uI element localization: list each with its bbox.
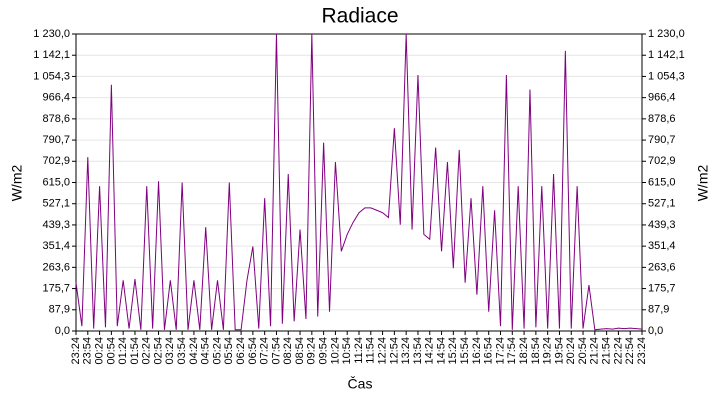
x-tick-label: 07:54 bbox=[270, 337, 282, 365]
y-tick-label: 263,6 bbox=[42, 261, 70, 273]
y2-tick-label: 966,4 bbox=[648, 92, 676, 104]
x-tick-label: 05:54 bbox=[223, 337, 235, 365]
x-tick-label: 04:24 bbox=[188, 337, 200, 365]
x-tick-label: 16:24 bbox=[471, 337, 483, 365]
x-tick-label: 06:54 bbox=[247, 337, 259, 365]
x-tick-label: 23:24 bbox=[70, 337, 82, 365]
y2-tick-label: 790,7 bbox=[648, 134, 676, 146]
x-tick-label: 14:24 bbox=[424, 337, 436, 365]
x-tick-label: 18:54 bbox=[530, 337, 542, 365]
y-tick-label: 1 142,1 bbox=[33, 49, 70, 61]
x-tick-label: 21:54 bbox=[601, 337, 613, 365]
y-tick-label: 966,4 bbox=[42, 92, 70, 104]
x-tick-label: 10:54 bbox=[341, 337, 353, 365]
x-tick-label: 15:24 bbox=[447, 337, 459, 365]
x-tick-label: 23:24 bbox=[636, 337, 648, 365]
x-tick-label: 06:24 bbox=[235, 337, 247, 365]
x-tick-label: 00:54 bbox=[105, 337, 117, 365]
x-tick-label: 11:24 bbox=[353, 337, 365, 364]
y-axis-label: W/m2 bbox=[9, 165, 25, 202]
y-tick-label: 0,0 bbox=[55, 325, 70, 337]
x-tick-label: 08:54 bbox=[294, 337, 306, 365]
y2-tick-label: 702,9 bbox=[648, 155, 676, 167]
y2-tick-label: 1 142,1 bbox=[648, 49, 685, 61]
x-tick-label: 20:24 bbox=[565, 337, 577, 365]
y2-tick-label: 878,6 bbox=[648, 113, 676, 125]
y2-tick-label: 87,9 bbox=[648, 304, 669, 316]
y-tick-label: 439,3 bbox=[42, 219, 70, 231]
x-tick-label: 01:24 bbox=[117, 337, 129, 365]
y-tick-label: 351,4 bbox=[42, 240, 70, 252]
x-tick-label: 23:54 bbox=[82, 337, 94, 365]
x-tick-label: 12:24 bbox=[376, 337, 388, 365]
y2-tick-label: 263,6 bbox=[648, 261, 676, 273]
x-tick-label: 13:24 bbox=[400, 337, 412, 365]
y2-tick-label: 439,3 bbox=[648, 219, 676, 231]
x-tick-label: 15:54 bbox=[459, 337, 471, 365]
y-tick-label: 87,9 bbox=[49, 304, 70, 316]
x-tick-label: 05:24 bbox=[211, 337, 223, 365]
x-tick-label: 08:24 bbox=[282, 337, 294, 365]
y2-tick-label: 351,4 bbox=[648, 240, 676, 252]
y2-axis-label: W/m2 bbox=[695, 165, 711, 202]
data-line bbox=[75, 33, 643, 331]
x-tick-label: 03:54 bbox=[176, 337, 188, 365]
y-tick-label: 527,1 bbox=[42, 198, 70, 210]
x-tick-label: 02:54 bbox=[152, 337, 164, 365]
y2-tick-label: 0,0 bbox=[648, 325, 663, 337]
x-tick-label: 02:24 bbox=[141, 337, 153, 365]
x-tick-label: 00:24 bbox=[93, 337, 105, 365]
x-tick-label: 16:54 bbox=[483, 337, 495, 365]
y2-tick-label: 527,1 bbox=[648, 198, 676, 210]
x-tick-label: 21:24 bbox=[589, 337, 601, 365]
x-tick-label: 19:24 bbox=[542, 337, 554, 365]
x-tick-label: 22:24 bbox=[612, 337, 624, 365]
y2-tick-label: 1 054,3 bbox=[648, 70, 685, 82]
x-tick-label: 03:24 bbox=[164, 337, 176, 365]
x-tick-label: 09:24 bbox=[306, 337, 318, 365]
x-tick-label: 04:54 bbox=[200, 337, 212, 365]
y-tick-label: 1 054,3 bbox=[33, 70, 70, 82]
x-tick-label: 10:24 bbox=[329, 337, 341, 365]
chart-title: Radiace bbox=[321, 5, 398, 28]
y2-tick-label: 1 230,0 bbox=[648, 28, 685, 40]
y-tick-label: 702,9 bbox=[42, 155, 70, 167]
y2-tick-label: 175,7 bbox=[648, 282, 676, 294]
x-tick-label: 11:54 bbox=[365, 337, 377, 364]
x-tick-label: 01:54 bbox=[129, 337, 141, 365]
x-tick-label: 17:24 bbox=[494, 337, 506, 365]
y2-tick-label: 615,0 bbox=[648, 176, 676, 188]
x-tick-label: 14:54 bbox=[435, 337, 447, 365]
x-axis-label: Čas bbox=[348, 376, 373, 392]
y-tick-label: 878,6 bbox=[42, 113, 70, 125]
y-tick-label: 615,0 bbox=[42, 176, 70, 188]
x-tick-label: 20:54 bbox=[577, 337, 589, 365]
y-tick-label: 790,7 bbox=[42, 134, 70, 146]
x-tick-label: 09:54 bbox=[318, 337, 330, 365]
x-tick-label: 07:24 bbox=[259, 337, 271, 365]
y-tick-label: 1 230,0 bbox=[33, 28, 70, 40]
x-tick-label: 22:54 bbox=[624, 337, 636, 365]
y-tick-label: 175,7 bbox=[42, 282, 70, 294]
x-tick-label: 13:54 bbox=[412, 337, 424, 365]
x-tick-label: 12:54 bbox=[388, 337, 400, 365]
x-tick-label: 18:24 bbox=[518, 337, 530, 365]
x-tick-label: 19:54 bbox=[553, 337, 565, 365]
x-tick-label: 17:54 bbox=[506, 337, 518, 365]
